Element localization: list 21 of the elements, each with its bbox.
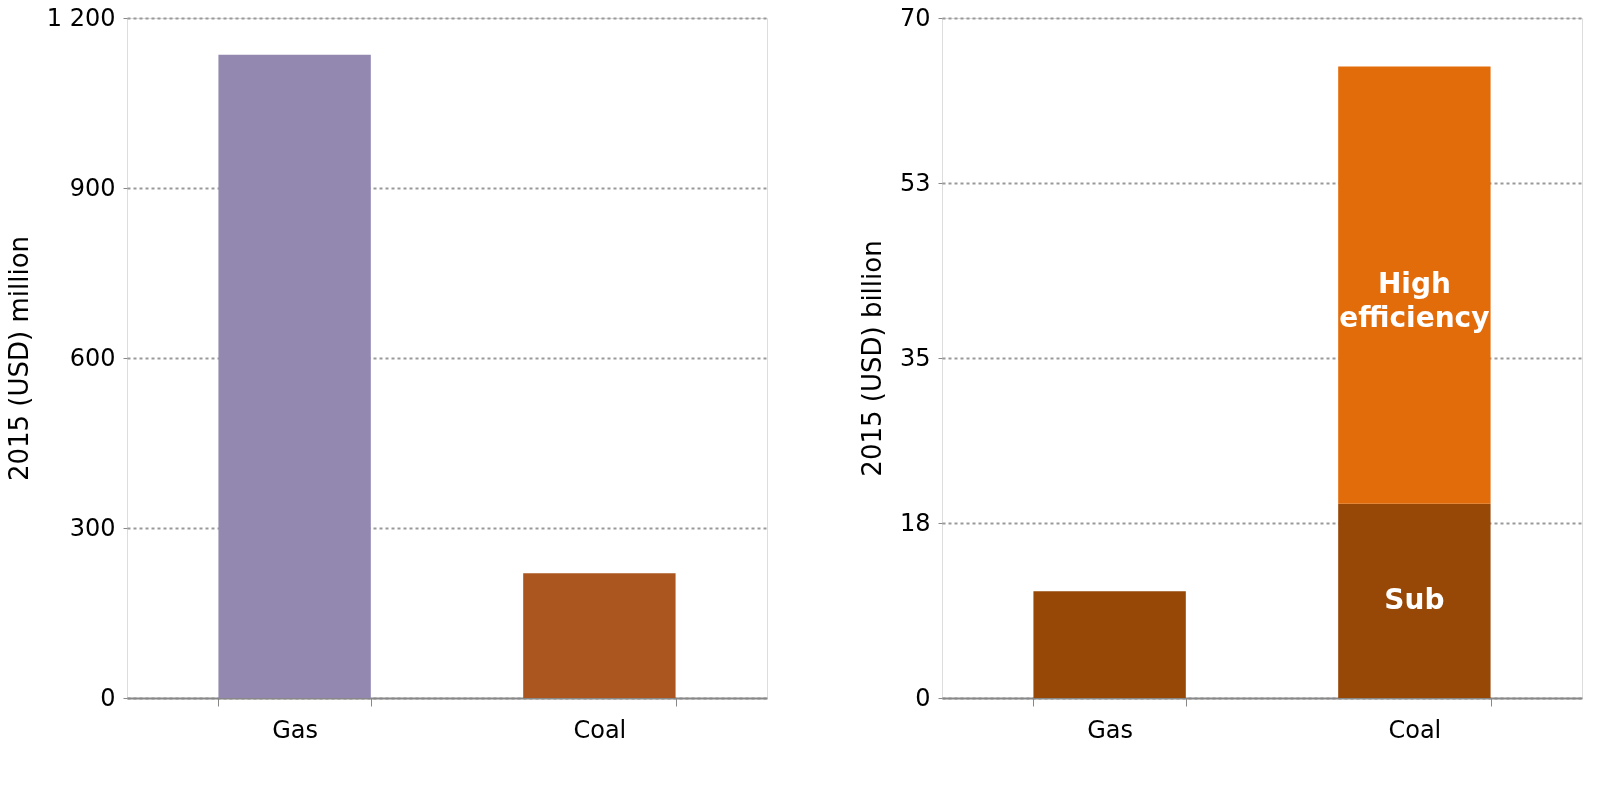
bar xyxy=(1338,503,1491,698)
x-tick-label: Coal xyxy=(1388,715,1442,744)
annotation: High efficiency xyxy=(1339,267,1490,335)
y-tick-label: 35 xyxy=(899,343,931,372)
y-tick-label: 0 xyxy=(915,683,931,712)
bar xyxy=(1033,591,1186,698)
y-tick-label: 53 xyxy=(899,168,931,197)
y-axis-title: 2015 (USD) billion xyxy=(856,240,887,477)
x-tick-label: Gas xyxy=(1087,715,1134,744)
y-tick-label: 70 xyxy=(899,3,931,32)
y-tick-label: 900 xyxy=(69,173,116,202)
y-tick-label: 0 xyxy=(100,683,116,712)
y-tick-label: 1 200 xyxy=(46,3,116,32)
x-tick-label: Gas xyxy=(272,715,319,744)
bar xyxy=(1338,66,1491,504)
annotation: Sub xyxy=(1384,582,1445,616)
y-tick-label: 300 xyxy=(69,513,116,542)
x-tick-label: Coal xyxy=(573,715,627,744)
y-tick-label: 18 xyxy=(899,508,931,537)
y-tick-label: 600 xyxy=(69,343,116,372)
y-axis-title: 2015 (USD) million xyxy=(3,235,34,482)
